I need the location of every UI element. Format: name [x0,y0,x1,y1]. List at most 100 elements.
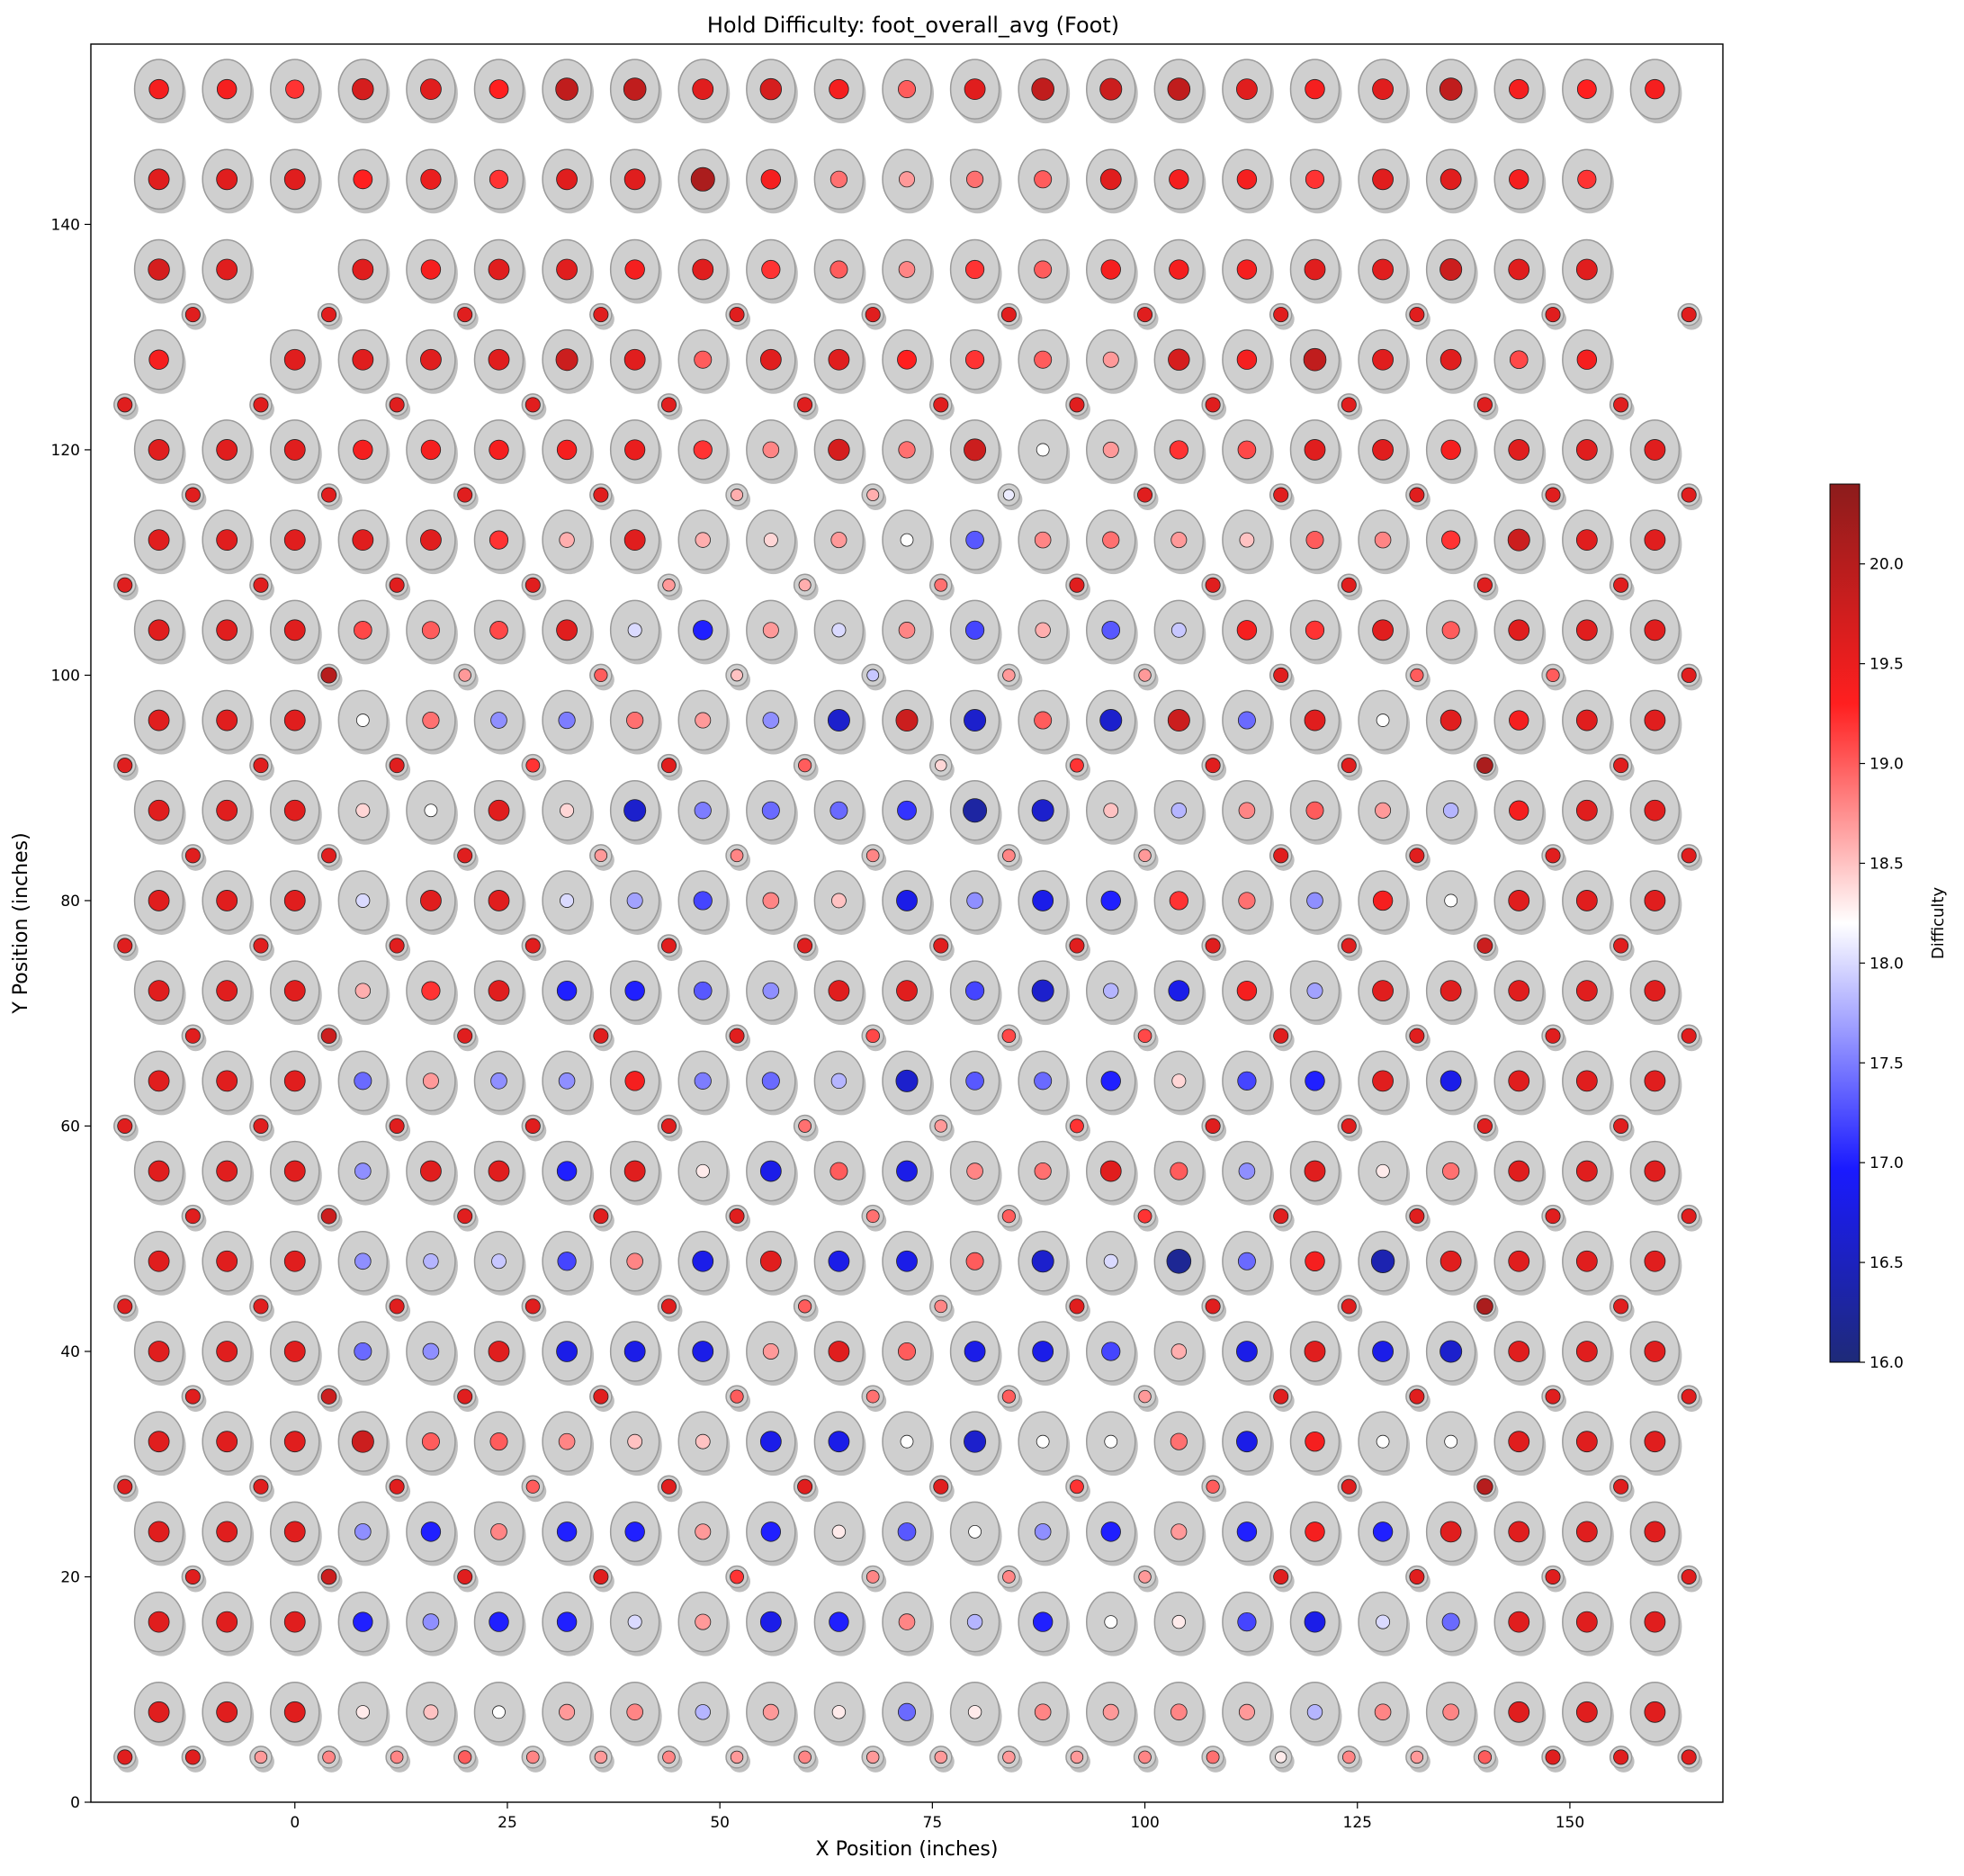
difficulty-point [693,440,713,460]
x-tick-label: 125 [1343,1814,1372,1832]
difficulty-point [558,1432,576,1450]
colorbar-tick-label: 16.0 [1870,1354,1904,1372]
difficulty-point [489,79,509,100]
difficulty-point [1168,980,1190,1002]
difficulty-point [1441,621,1460,640]
difficulty-point [1575,439,1598,461]
difficulty-point [1545,1028,1561,1044]
difficulty-point [1372,439,1394,461]
difficulty-point [1409,1028,1425,1044]
difficulty-point [1170,1703,1188,1721]
difficulty-point [1508,439,1530,461]
difficulty-point [1575,1160,1598,1182]
difficulty-point [729,1208,745,1225]
difficulty-point [355,893,371,908]
difficulty-point [662,579,676,592]
difficulty-point [216,1070,238,1092]
difficulty-point [1577,169,1597,189]
difficulty-point [1236,1521,1258,1542]
difficulty-point [966,1613,983,1630]
difficulty-point [148,1341,170,1362]
difficulty-point [253,1478,269,1495]
difficulty-point [458,669,471,682]
difficulty-point [283,529,306,552]
difficulty-point [965,1252,984,1270]
difficulty-point [420,259,442,280]
difficulty-point [320,667,337,684]
difficulty-point [420,78,442,101]
difficulty-point [351,1430,374,1453]
difficulty-point [1442,1162,1460,1180]
chart-title: Hold Difficulty: foot_overall_avg (Foot) [707,13,1119,38]
difficulty-point [626,711,644,730]
difficulty-point [760,1521,782,1542]
difficulty-point [1273,848,1289,864]
difficulty-point [423,1704,439,1720]
difficulty-point [216,1611,238,1633]
difficulty-point [117,1478,133,1495]
difficulty-point [730,1750,744,1764]
difficulty-point [488,1160,510,1182]
difficulty-point [117,397,133,413]
colorbar-tick-label: 16.5 [1870,1254,1904,1272]
x-tick-label: 25 [498,1814,517,1832]
difficulty-point [1341,397,1357,413]
difficulty-point [897,800,917,821]
difficulty-point [1681,1568,1697,1584]
difficulty-point [1409,487,1425,503]
difficulty-point [489,1432,508,1451]
difficulty-point [184,1749,201,1765]
difficulty-point [352,348,374,371]
difficulty-point [1439,258,1463,282]
difficulty-point [488,890,510,911]
colorbar-tick-label: 17.5 [1870,1055,1904,1073]
difficulty-point [830,532,847,549]
difficulty-point [1104,1434,1118,1449]
difficulty-point [488,980,510,1002]
difficulty-point [117,1749,133,1765]
difficulty-point [1575,619,1598,642]
difficulty-point [1238,1162,1256,1180]
difficulty-point [321,487,337,503]
difficulty-point [1409,1208,1425,1225]
difficulty-point [798,579,812,592]
difficulty-point [1644,1070,1666,1092]
difficulty-point [895,709,919,732]
difficulty-point [762,892,780,910]
difficulty-point [1409,1568,1425,1584]
difficulty-point [422,1342,440,1360]
difficulty-point [1236,1431,1258,1453]
difficulty-point [660,938,677,954]
difficulty-point [1681,1208,1697,1225]
difficulty-point [1372,1521,1394,1542]
difficulty-point [798,1750,812,1764]
difficulty-point [489,1611,509,1632]
difficulty-point [1069,1298,1085,1315]
difficulty-point [321,307,337,323]
difficulty-point [1205,758,1221,774]
difficulty-point [1372,890,1394,911]
difficulty-point [828,348,850,371]
difficulty-point [762,1703,779,1720]
difficulty-point [490,1523,507,1540]
difficulty-point [1031,1250,1054,1273]
difficulty-point [1644,1250,1666,1272]
difficulty-point [216,168,238,191]
difficulty-point [1439,980,1462,1002]
difficulty-point [422,711,440,730]
difficulty-point [389,938,405,954]
difficulty-point [457,1568,473,1584]
difficulty-point [253,1298,269,1315]
difficulty-point [695,712,712,729]
difficulty-point [934,1299,948,1314]
difficulty-point [1613,758,1629,774]
difficulty-point [321,848,337,864]
difficulty-point [322,1750,336,1764]
x-axis-label: X Position (inches) [816,1838,999,1861]
difficulty-point [759,1611,782,1633]
difficulty-point [692,78,714,101]
difficulty-point [1376,1163,1390,1179]
difficulty-point [660,1118,677,1134]
difficulty-point [556,1341,578,1362]
difficulty-point [424,803,438,818]
